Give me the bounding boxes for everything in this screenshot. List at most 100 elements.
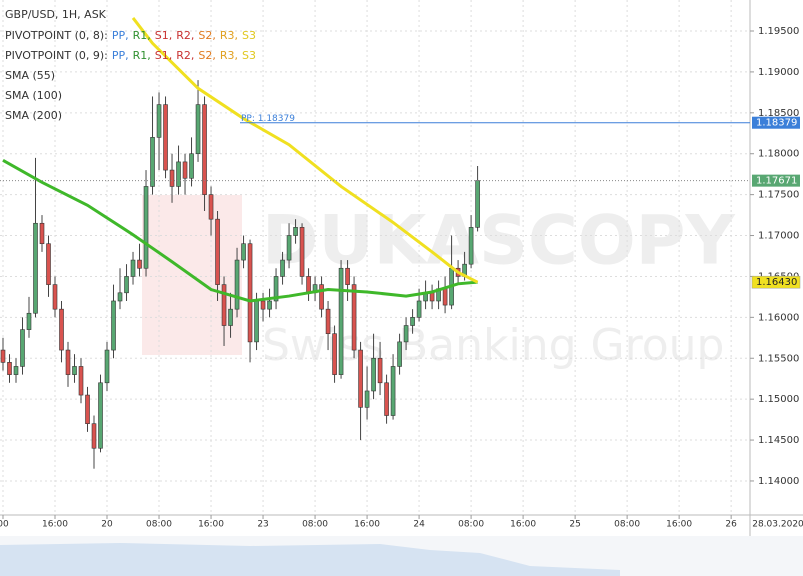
candle-body <box>59 308 64 351</box>
x-tick-label: 08:00 <box>146 520 172 530</box>
navigator-area <box>0 543 620 576</box>
candle-body <box>403 325 409 343</box>
candle-body <box>442 288 448 306</box>
candle-body <box>397 341 402 367</box>
pivot-tag <box>752 116 800 129</box>
candle-body <box>130 259 136 277</box>
candle-body <box>91 423 97 449</box>
indicator-part: R3, <box>220 49 238 62</box>
candle-body <box>98 382 103 449</box>
indicator-part: S3 <box>242 49 256 62</box>
candle-body <box>429 292 435 302</box>
x-tick-label: 08:00 <box>458 520 484 530</box>
candle-body <box>416 300 422 318</box>
x-tick-label: 16:00 <box>198 520 224 530</box>
date-label: 28.03.2020 <box>752 520 803 530</box>
candle-body <box>195 104 201 155</box>
indicator-legend: PIVOTPOINT (0, 8): PP, R1, S1, R2, S2, R3, S3 <box>5 29 256 42</box>
plot-area <box>0 0 750 515</box>
legend-entry: SMA (55) <box>5 69 55 82</box>
y-tick-label: 1.19500 <box>758 26 799 37</box>
x-tick-label: 08:00 <box>302 520 328 530</box>
x-tick-label: 24 <box>413 520 425 530</box>
indicator-part: S2, <box>198 29 215 42</box>
indicator-part: R2, <box>176 29 194 42</box>
candle-body <box>325 308 331 335</box>
indicator-part: R1, <box>133 49 151 62</box>
x-tick-label: 08:00 <box>614 520 640 530</box>
sma-line <box>131 17 479 284</box>
candle-body <box>273 276 279 302</box>
indicator-part: S1, <box>155 49 172 62</box>
x-tick-label: 26 <box>725 520 737 530</box>
legend-entry: SMA (100) <box>5 89 62 102</box>
candle-body <box>189 153 194 179</box>
candle-body <box>410 317 415 326</box>
indicator-part: S3 <box>242 29 256 42</box>
indicator-name: PIVOTPOINT (0, 9): <box>5 49 108 62</box>
candle-body <box>332 333 337 375</box>
candle-body <box>72 366 77 375</box>
indicator-part: PP, <box>112 49 129 62</box>
y-tick-label: 1.18000 <box>758 149 799 160</box>
sma-line <box>2 158 478 303</box>
candle-body <box>306 276 311 294</box>
candle-body <box>351 284 357 351</box>
candle-body <box>104 349 110 384</box>
candle-body <box>371 357 376 392</box>
legend-entry: SMA (200) <box>5 109 62 122</box>
last-price-tag <box>752 174 800 187</box>
y-tick-label: 1.18500 <box>758 108 799 119</box>
candle-body <box>182 161 188 179</box>
candle-body <box>221 284 227 326</box>
candle-body <box>260 300 266 310</box>
x-tick-label: 00 <box>0 520 9 530</box>
candle-body <box>358 349 363 408</box>
candle-body <box>247 243 253 343</box>
candle-body <box>345 267 350 285</box>
indicator-name: PIVOTPOINT (0, 8): <box>5 29 108 42</box>
candle-body <box>52 284 58 310</box>
x-tick-label: 16:00 <box>510 520 536 530</box>
candle-body <box>111 300 116 351</box>
candle-body <box>26 312 32 330</box>
candle-body <box>65 349 71 375</box>
candle-body <box>208 194 214 220</box>
candle-body <box>137 259 142 269</box>
candle-body <box>293 227 298 236</box>
candle-body <box>299 227 305 277</box>
candle-body <box>169 169 175 187</box>
candle-body <box>241 243 246 261</box>
instrument-title: GBP/USD, 1H, ASK <box>5 8 107 21</box>
indicator-part: R3, <box>220 29 238 42</box>
y-tick-label: 1.17500 <box>758 190 799 201</box>
sma-tag-label: 1.16430 <box>756 277 797 288</box>
candle-body <box>117 292 123 302</box>
candle-body <box>475 180 480 228</box>
indicator-part: S2, <box>198 49 215 62</box>
y-tick-label: 1.14500 <box>758 435 799 446</box>
candle-body <box>468 227 474 265</box>
candle-body <box>286 235 292 261</box>
candle-body <box>319 284 324 310</box>
candle-body <box>78 366 84 396</box>
candle-body <box>7 362 12 375</box>
candle-body <box>254 300 259 343</box>
candle-body <box>202 104 207 195</box>
candle-body <box>234 259 240 310</box>
candle-body <box>228 308 233 326</box>
candle-body <box>0 349 6 363</box>
x-tick-label: 16:00 <box>354 520 380 530</box>
last-price-label: 1.17671 <box>756 176 797 187</box>
pivot-tag-label: 1.18379 <box>756 118 797 129</box>
candle-body <box>33 222 38 314</box>
candle-body <box>13 366 19 375</box>
x-tick-label: 25 <box>569 520 580 530</box>
candle-body <box>163 104 168 171</box>
candle-body <box>39 222 45 245</box>
sma-tag <box>751 275 801 289</box>
candle-body <box>20 329 25 367</box>
x-tick-label: 16:00 <box>666 520 692 530</box>
